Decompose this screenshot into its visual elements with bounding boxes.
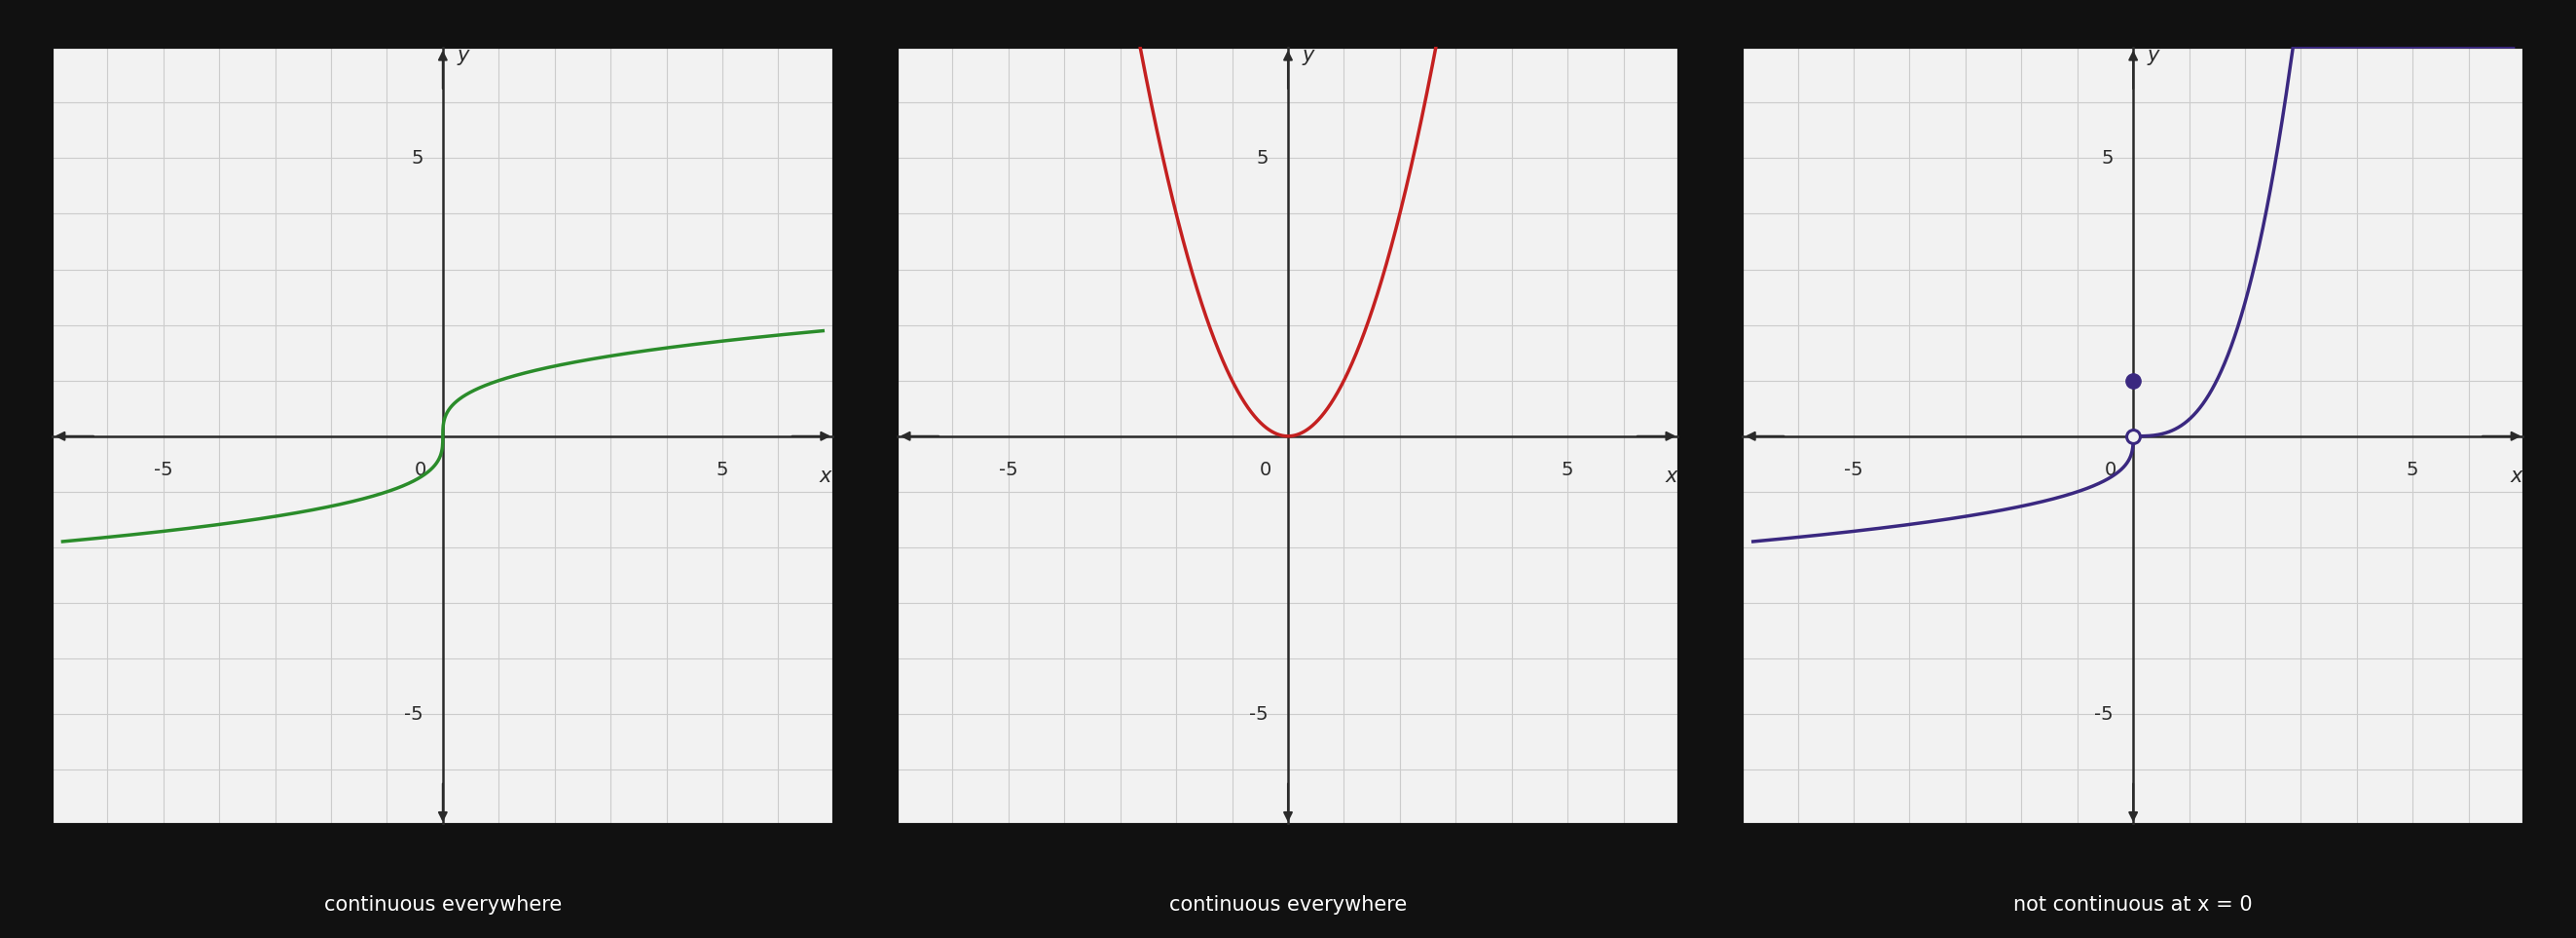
Text: y: y (1301, 46, 1314, 65)
Text: 5: 5 (1561, 461, 1574, 479)
Text: 5: 5 (2406, 461, 2419, 479)
Text: y: y (2148, 46, 2159, 65)
Text: -5: -5 (1249, 705, 1267, 723)
Text: 0: 0 (2105, 461, 2117, 479)
Text: x: x (1664, 467, 1677, 486)
Text: -5: -5 (155, 461, 173, 479)
Text: 0: 0 (415, 461, 425, 479)
Text: 5: 5 (1257, 149, 1267, 167)
Text: 5: 5 (2102, 149, 2115, 167)
Text: x: x (2509, 467, 2522, 486)
Text: continuous everywhere: continuous everywhere (325, 896, 562, 915)
Text: not continuous at x = 0: not continuous at x = 0 (2014, 896, 2254, 915)
Text: 0: 0 (1260, 461, 1270, 479)
Text: x: x (819, 467, 832, 486)
Text: -5: -5 (1844, 461, 1862, 479)
Text: 5: 5 (412, 149, 422, 167)
Text: y: y (456, 46, 469, 65)
Text: -5: -5 (404, 705, 422, 723)
Text: -5: -5 (999, 461, 1018, 479)
Text: 5: 5 (716, 461, 729, 479)
Text: continuous everywhere: continuous everywhere (1170, 896, 1406, 915)
Text: -5: -5 (2094, 705, 2115, 723)
